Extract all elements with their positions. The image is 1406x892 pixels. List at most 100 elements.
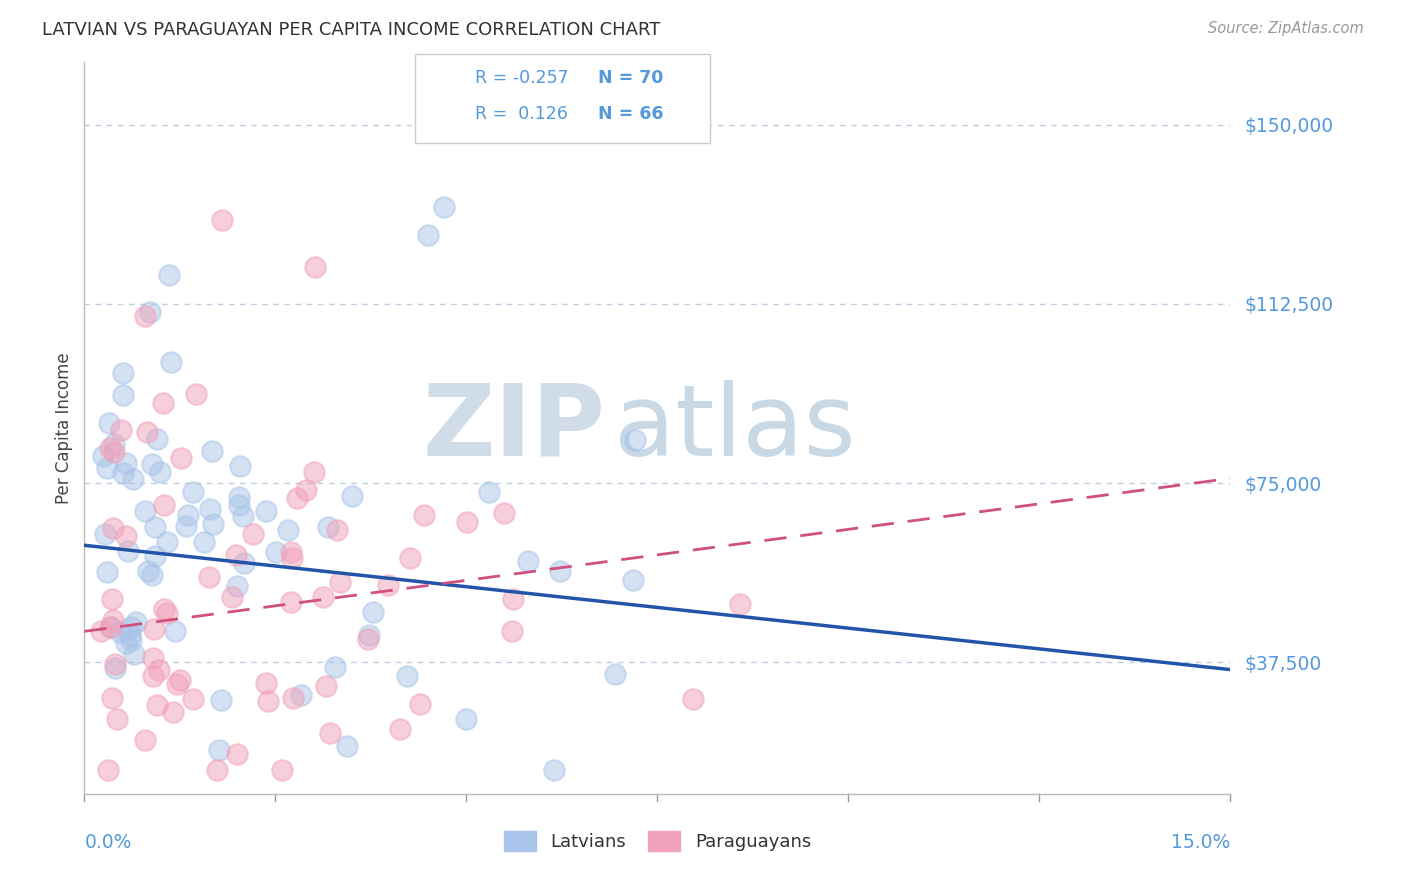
- Point: [105, 712, 128, 726]
- Point: [294, 483, 316, 497]
- Point: [494, 506, 516, 520]
- Point: [103, 437, 125, 451]
- Point: [233, 556, 256, 570]
- Point: [377, 578, 399, 592]
- Point: [134, 732, 156, 747]
- Text: N = 70: N = 70: [598, 70, 662, 87]
- Point: [412, 508, 434, 522]
- Point: [104, 657, 127, 672]
- Point: [114, 635, 136, 649]
- Point: [357, 632, 380, 646]
- Point: [174, 519, 197, 533]
- Point: [456, 712, 478, 726]
- Point: [205, 763, 228, 777]
- Point: [91, 449, 114, 463]
- Point: [302, 465, 325, 479]
- Point: [326, 523, 349, 537]
- Point: [170, 450, 193, 465]
- Point: [264, 545, 287, 559]
- Point: [280, 545, 302, 559]
- Point: [271, 763, 294, 777]
- Point: [329, 575, 352, 590]
- Point: [141, 651, 163, 665]
- Point: [682, 691, 704, 706]
- Point: [409, 697, 432, 711]
- Point: [181, 484, 204, 499]
- Point: [548, 564, 571, 578]
- Point: [156, 607, 179, 621]
- Text: N = 66: N = 66: [598, 105, 664, 123]
- Point: [141, 457, 163, 471]
- Point: [389, 722, 412, 736]
- Point: [100, 591, 122, 606]
- Legend: Latvians, Paraguayans: Latvians, Paraguayans: [496, 823, 818, 858]
- Text: 15.0%: 15.0%: [1171, 833, 1230, 852]
- Point: [98, 620, 121, 634]
- Point: [143, 622, 166, 636]
- Point: [186, 387, 208, 401]
- Point: [456, 515, 478, 529]
- Point: [285, 491, 308, 505]
- Point: [280, 595, 302, 609]
- Point: [162, 705, 184, 719]
- Point: [228, 498, 250, 512]
- Text: 0.0%: 0.0%: [84, 833, 132, 852]
- Point: [359, 628, 381, 642]
- Point: [169, 673, 191, 687]
- Point: [160, 355, 183, 369]
- Point: [229, 458, 252, 473]
- Text: ZIP: ZIP: [423, 380, 606, 476]
- Point: [157, 268, 180, 282]
- Point: [226, 747, 249, 761]
- Point: [143, 520, 166, 534]
- Point: [136, 425, 159, 439]
- Point: [96, 565, 118, 579]
- Point: [336, 739, 359, 753]
- Point: [340, 489, 363, 503]
- Point: [97, 416, 120, 430]
- Y-axis label: Per Capita Income: Per Capita Income: [55, 352, 73, 504]
- Point: [312, 590, 335, 604]
- Point: [304, 260, 326, 275]
- Point: [163, 624, 186, 638]
- Point: [208, 742, 231, 756]
- Point: [152, 396, 174, 410]
- Point: [110, 423, 132, 437]
- Point: [111, 366, 134, 380]
- Point: [134, 309, 156, 323]
- Point: [114, 457, 136, 471]
- Point: [145, 432, 167, 446]
- Point: [232, 508, 254, 523]
- Point: [134, 503, 156, 517]
- Text: R = -0.257: R = -0.257: [475, 70, 569, 87]
- Point: [277, 523, 299, 537]
- Point: [117, 544, 139, 558]
- Point: [254, 675, 277, 690]
- Point: [395, 669, 418, 683]
- Text: Source: ZipAtlas.com: Source: ZipAtlas.com: [1208, 21, 1364, 37]
- Point: [183, 692, 205, 706]
- Point: [146, 698, 169, 713]
- Point: [221, 590, 243, 604]
- Point: [97, 763, 120, 777]
- Point: [433, 201, 456, 215]
- Point: [177, 508, 200, 523]
- Point: [101, 613, 124, 627]
- Point: [166, 676, 188, 690]
- Point: [136, 565, 159, 579]
- Point: [115, 528, 138, 542]
- Point: [228, 490, 250, 504]
- Point: [281, 691, 304, 706]
- Text: LATVIAN VS PARAGUAYAN PER CAPITA INCOME CORRELATION CHART: LATVIAN VS PARAGUAYAN PER CAPITA INCOME …: [42, 21, 661, 39]
- Point: [125, 615, 148, 629]
- Point: [201, 444, 224, 458]
- Text: atlas: atlas: [614, 380, 855, 476]
- Point: [418, 227, 440, 242]
- Point: [94, 527, 117, 541]
- Point: [361, 605, 384, 619]
- Point: [120, 632, 142, 647]
- Point: [142, 669, 165, 683]
- Point: [122, 471, 145, 485]
- Point: [122, 647, 145, 661]
- Point: [478, 484, 501, 499]
